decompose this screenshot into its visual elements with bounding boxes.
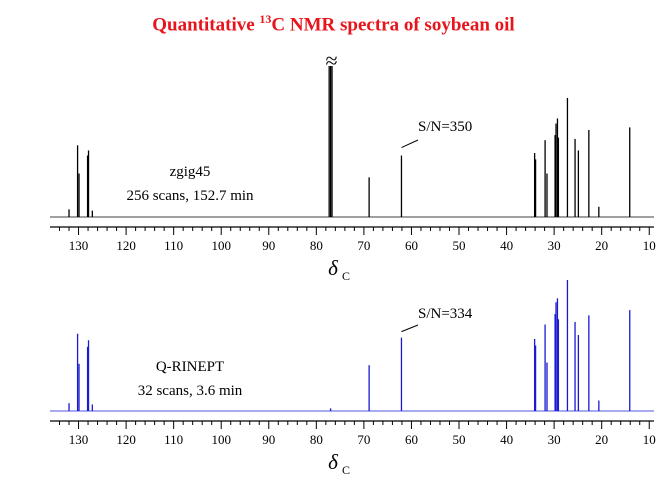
top-truncation-mark: ≈ [326, 48, 338, 73]
top-tick-label-30: 30 [548, 238, 561, 253]
top-x-axis-label-sub: C [342, 269, 350, 283]
top-tick-label-110: 110 [164, 238, 183, 253]
bottom-tick-label-60: 60 [405, 432, 418, 447]
top-method-label: zgig45 [170, 164, 211, 180]
bottom-method-label: Q-RINEPT [156, 359, 224, 375]
top-tick-label-90: 90 [262, 238, 275, 253]
top-tick-label-130: 130 [69, 238, 89, 253]
bottom-tick-label-70: 70 [357, 432, 370, 447]
top-tick-label-40: 40 [500, 238, 513, 253]
top-tick-label-60: 60 [405, 238, 418, 253]
title-prefix: Quantitative [152, 14, 260, 36]
bottom-tick-label-30: 30 [548, 432, 561, 447]
bottom-sn-leader-line [401, 324, 419, 333]
top-method-detail: 256 scans, 152.7 min [126, 188, 254, 204]
top-sn-leader-line [401, 139, 419, 149]
top-tick-label-50: 50 [453, 238, 466, 253]
figure-title: Quantitative 13C NMR spectra of soybean … [0, 12, 667, 36]
top-x-axis-label: δ [328, 256, 339, 280]
bottom-tick-label-80: 80 [310, 432, 323, 447]
bottom-spectrum-panel: 130 120 110 100 90 80 70 60 50 40 30 20 10 δ C Q-RINEPT… [50, 280, 656, 477]
bottom-sn-label: S/N=334 [418, 306, 473, 322]
top-sn-label: S/N=350 [418, 119, 472, 135]
bottom-tick-label-90: 90 [262, 432, 275, 447]
bottom-tick-label-100: 100 [211, 432, 231, 447]
top-tick-label-100: 100 [211, 238, 231, 253]
bottom-tick-label-110: 110 [164, 432, 183, 447]
top-tick-label-120: 120 [116, 238, 136, 253]
top-tick-label-80: 80 [310, 238, 323, 253]
bottom-x-axis-label-sub: C [342, 463, 350, 477]
top-tick-label-70: 70 [357, 238, 370, 253]
bottom-tick-label-50: 50 [453, 432, 466, 447]
top-tick-label-10: 10 [643, 238, 656, 253]
bottom-tick-label-20: 20 [595, 432, 608, 447]
bottom-tick-label-120: 120 [116, 432, 136, 447]
bottom-tick-label-10: 10 [643, 432, 656, 447]
top-tick-label-20: 20 [595, 238, 608, 253]
title-suffix: C NMR spectra of soybean oil [271, 14, 515, 36]
title-superscript: 13 [259, 12, 272, 26]
bottom-method-detail: 32 scans, 3.6 min [138, 383, 243, 399]
bottom-tick-label-40: 40 [500, 432, 513, 447]
bottom-tick-label-130: 130 [69, 432, 89, 447]
bottom-x-axis-label: δ [328, 450, 339, 474]
